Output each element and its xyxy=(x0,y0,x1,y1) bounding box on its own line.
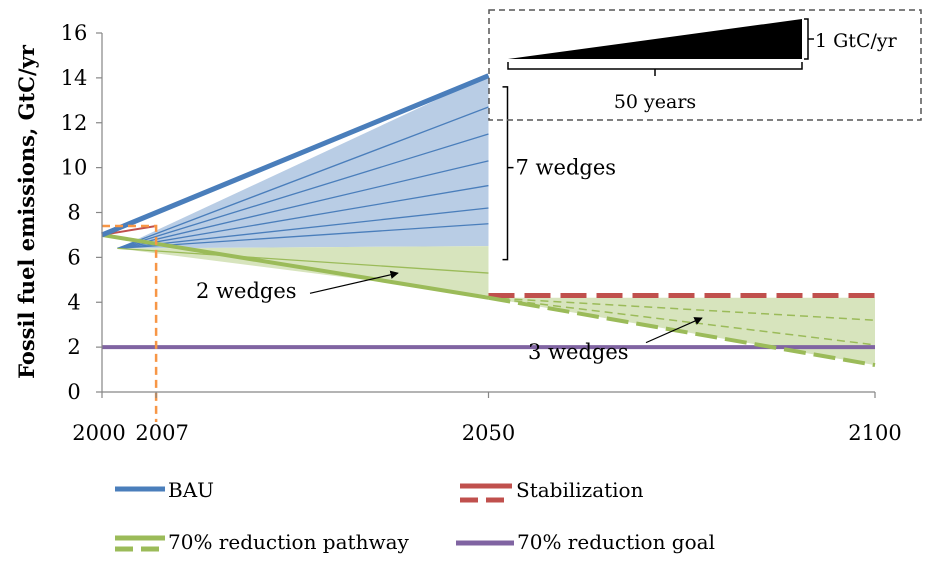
y-tick-label: 14 xyxy=(61,66,88,90)
wedge-line-7-6 xyxy=(117,223,489,250)
x-tick-label: 2007 xyxy=(135,421,188,445)
wedge-scale-inset: 1 GtC/yr 50 years xyxy=(488,9,922,121)
y-tick-label: 16 xyxy=(61,21,88,45)
legend-label-stabilization: Stabilization xyxy=(516,478,644,502)
wedge-line-7-4 xyxy=(117,184,489,250)
arrow-3-wedges xyxy=(645,317,703,344)
bracket-7-wedges xyxy=(502,86,514,261)
y-tick-label: 6 xyxy=(67,245,80,269)
x-tick-label: 2100 xyxy=(848,421,901,445)
legend-item-pathway: 70% reduction pathway xyxy=(115,530,409,554)
y-tick-label: 10 xyxy=(61,156,88,180)
y-tick-label: 0 xyxy=(67,380,80,404)
x-tick-label: 2050 xyxy=(462,421,515,445)
x-tick-label: 2000 xyxy=(72,421,125,445)
y-tick-label: 12 xyxy=(61,111,88,135)
inset-width-label: 50 years xyxy=(614,91,696,113)
legend-label-goal: 70% reduction goal xyxy=(517,530,715,554)
legend-item-stabilization: Stabilization xyxy=(460,478,644,503)
wedge-line-7-5 xyxy=(117,207,489,250)
marker-2007-line xyxy=(102,224,158,422)
y-axis-title: Fossil fuel emissions, GtC/yr xyxy=(14,44,39,379)
series-pathway-dashed xyxy=(488,295,876,368)
legend-item-bau: BAU xyxy=(115,478,214,502)
y-tick-label: 4 xyxy=(67,290,80,314)
y-tick-label: 2 xyxy=(67,335,80,359)
inset-frame xyxy=(488,9,922,121)
legend-label-pathway: 70% reduction pathway xyxy=(168,530,409,554)
inset-height-bracket xyxy=(804,18,814,60)
legend: BAU Stabilization 70% reduction pathway … xyxy=(115,478,715,554)
series-bau-line xyxy=(101,73,490,238)
legend-item-goal: 70% reduction goal xyxy=(456,530,715,554)
label-7-wedges: 7 wedges xyxy=(516,156,617,180)
y-tick-label: 8 xyxy=(67,201,80,225)
wedge-fill-7 xyxy=(117,75,489,249)
inset-width-bracket xyxy=(507,62,803,76)
label-2-wedges: 2 wedges xyxy=(196,279,297,303)
wedge-line-7-1 xyxy=(117,106,489,250)
plot-area: 0 2 4 6 8 10 12 14 16 2000 2007 2050 2100 7 wedges 2 w… xyxy=(61,21,902,445)
series-pathway-solid xyxy=(101,232,489,300)
inset-wedge-shape xyxy=(508,19,802,59)
arrow-2-wedges xyxy=(309,270,399,294)
inset-height-label: 1 GtC/yr xyxy=(815,30,898,52)
legend-label-bau: BAU xyxy=(168,478,214,502)
label-3-wedges: 3 wedges xyxy=(528,340,629,364)
wedge-line-7-2 xyxy=(117,133,489,250)
wedge-line-2-1 xyxy=(117,247,489,274)
wedge-line-7-3 xyxy=(117,160,489,250)
